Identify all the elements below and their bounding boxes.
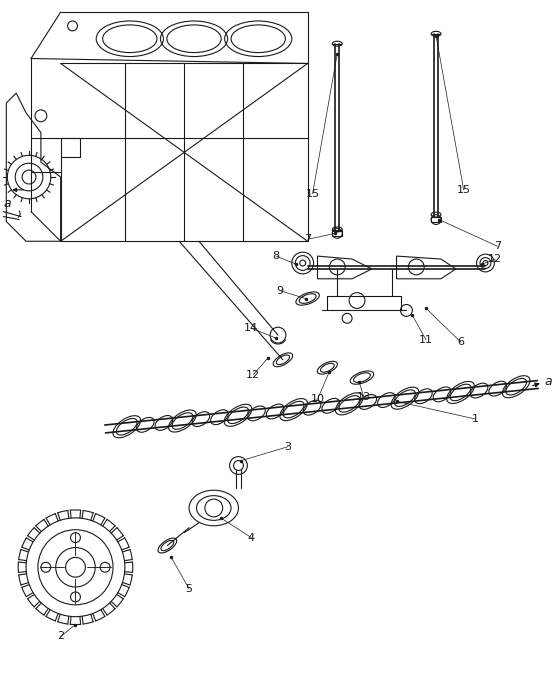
Text: a: a (545, 375, 552, 388)
Text: a: a (3, 197, 11, 210)
Text: 9: 9 (276, 286, 284, 296)
Text: 14: 14 (244, 323, 258, 333)
Text: 7: 7 (494, 241, 501, 251)
Text: 10: 10 (310, 394, 325, 404)
Text: 15: 15 (306, 189, 320, 199)
Text: 6: 6 (457, 337, 465, 347)
Text: 15: 15 (457, 185, 471, 195)
Text: 7: 7 (304, 234, 311, 245)
Text: 12: 12 (488, 254, 502, 264)
Text: 4: 4 (248, 533, 255, 543)
Text: 3: 3 (284, 442, 291, 452)
Text: 5: 5 (186, 584, 192, 594)
Text: 1: 1 (472, 414, 479, 424)
Text: 11: 11 (419, 335, 433, 345)
Text: 12: 12 (246, 369, 260, 380)
Text: 13: 13 (357, 392, 371, 402)
Text: 2: 2 (57, 631, 64, 641)
Text: 8: 8 (273, 251, 280, 261)
